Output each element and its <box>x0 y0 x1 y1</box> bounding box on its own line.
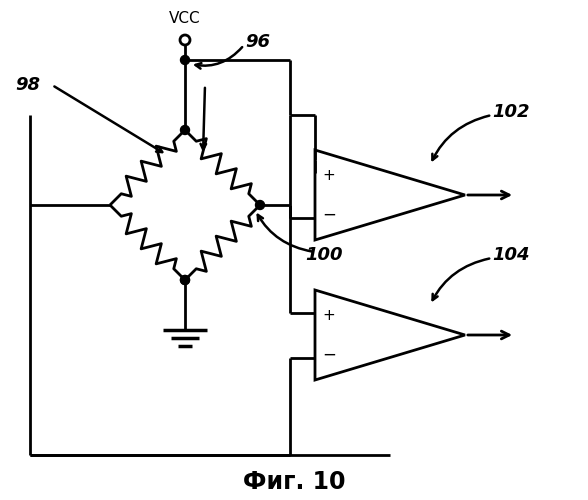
Text: 98: 98 <box>15 76 40 94</box>
Circle shape <box>180 35 190 45</box>
Text: 102: 102 <box>492 103 530 121</box>
Text: 104: 104 <box>492 246 530 264</box>
Circle shape <box>181 126 189 134</box>
Circle shape <box>181 56 189 64</box>
Text: Фиг. 10: Фиг. 10 <box>243 470 345 494</box>
Circle shape <box>256 200 265 209</box>
Text: 100: 100 <box>305 246 342 264</box>
Text: 96: 96 <box>245 33 270 51</box>
Text: +: + <box>323 308 335 322</box>
Circle shape <box>181 276 189 284</box>
Text: VCC: VCC <box>169 11 201 26</box>
Text: +: + <box>323 168 335 182</box>
Circle shape <box>181 276 189 284</box>
Text: −: − <box>322 346 336 364</box>
Text: −: − <box>322 206 336 224</box>
